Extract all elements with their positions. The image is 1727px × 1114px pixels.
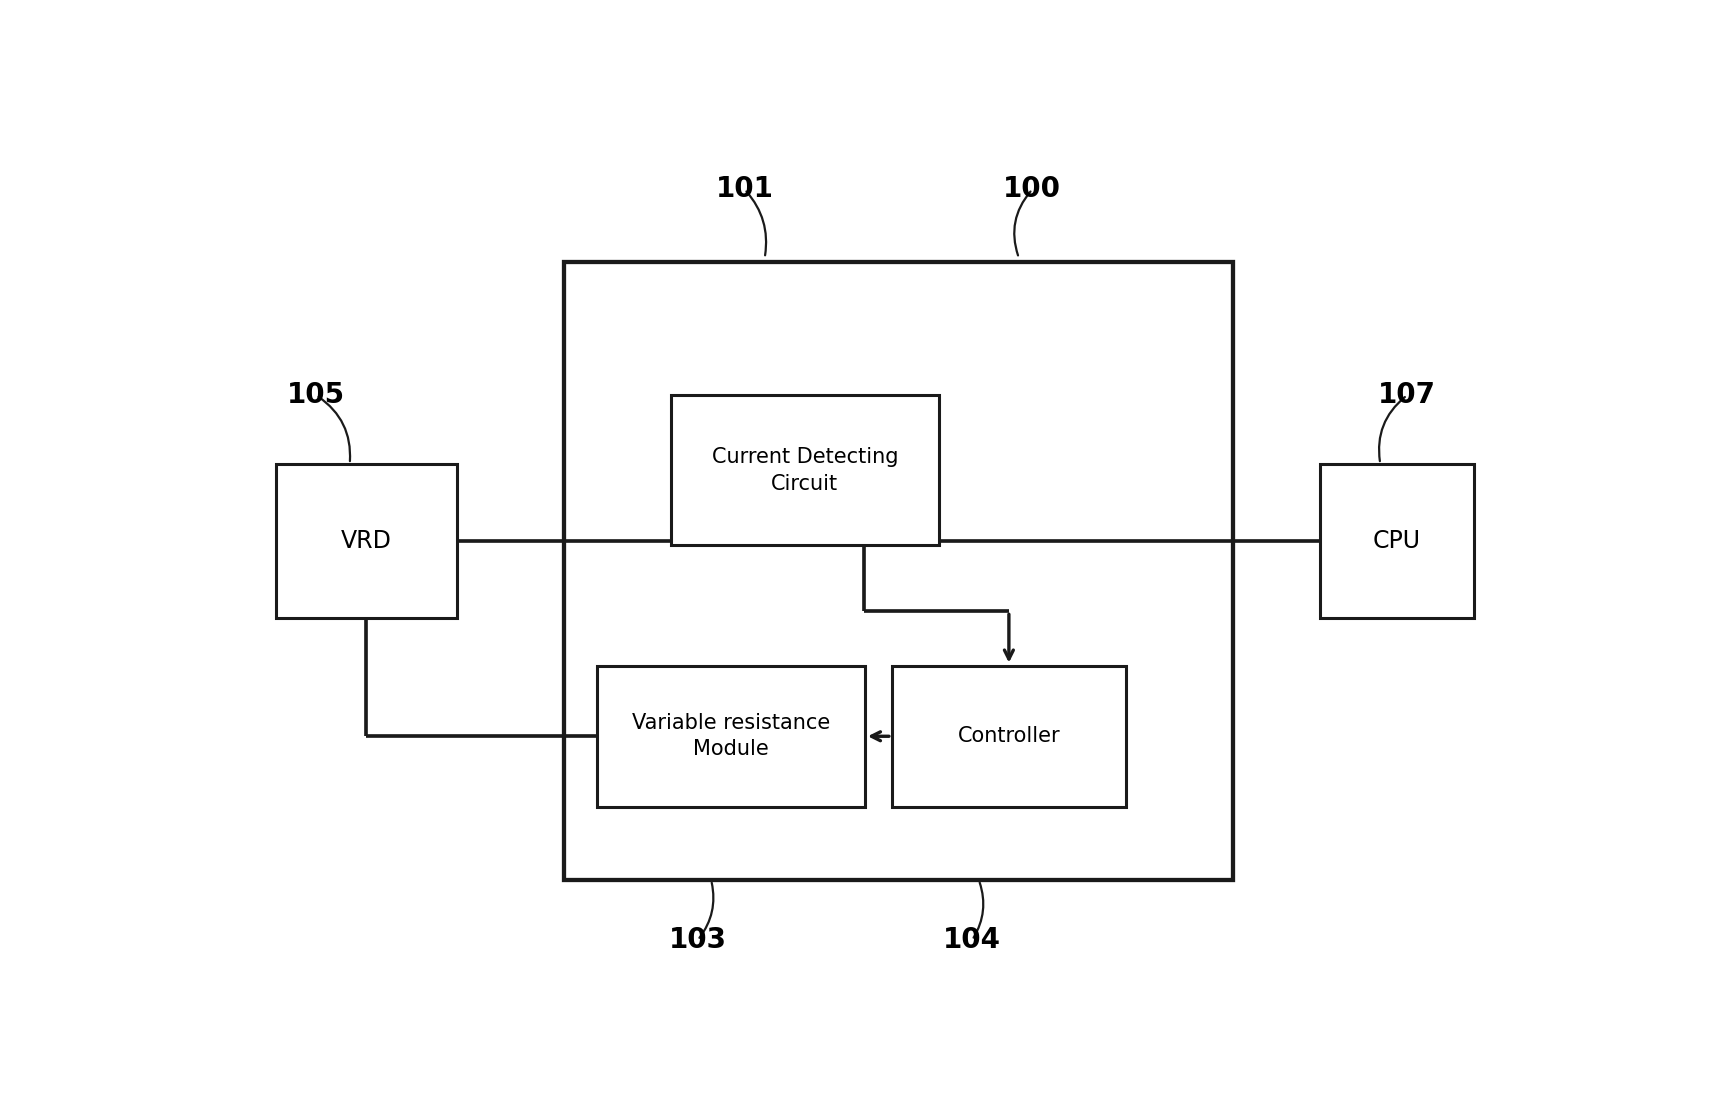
Bar [891, 665, 1126, 807]
Text: 107: 107 [1378, 381, 1437, 409]
Bar [276, 463, 456, 618]
Text: Variable resistance
Module: Variable resistance Module [632, 713, 831, 760]
Text: VRD: VRD [340, 529, 392, 554]
Text: 103: 103 [668, 926, 727, 954]
Text: Current Detecting
Circuit: Current Detecting Circuit [712, 447, 898, 494]
Bar [563, 262, 1233, 880]
Bar [670, 395, 938, 546]
Bar [598, 665, 865, 807]
Text: 101: 101 [715, 175, 774, 204]
Text: 104: 104 [943, 926, 1002, 954]
Text: 100: 100 [1003, 175, 1062, 204]
Text: 105: 105 [287, 381, 345, 409]
Text: CPU: CPU [1373, 529, 1421, 554]
Bar [1319, 463, 1473, 618]
Text: Controller: Controller [957, 726, 1060, 746]
